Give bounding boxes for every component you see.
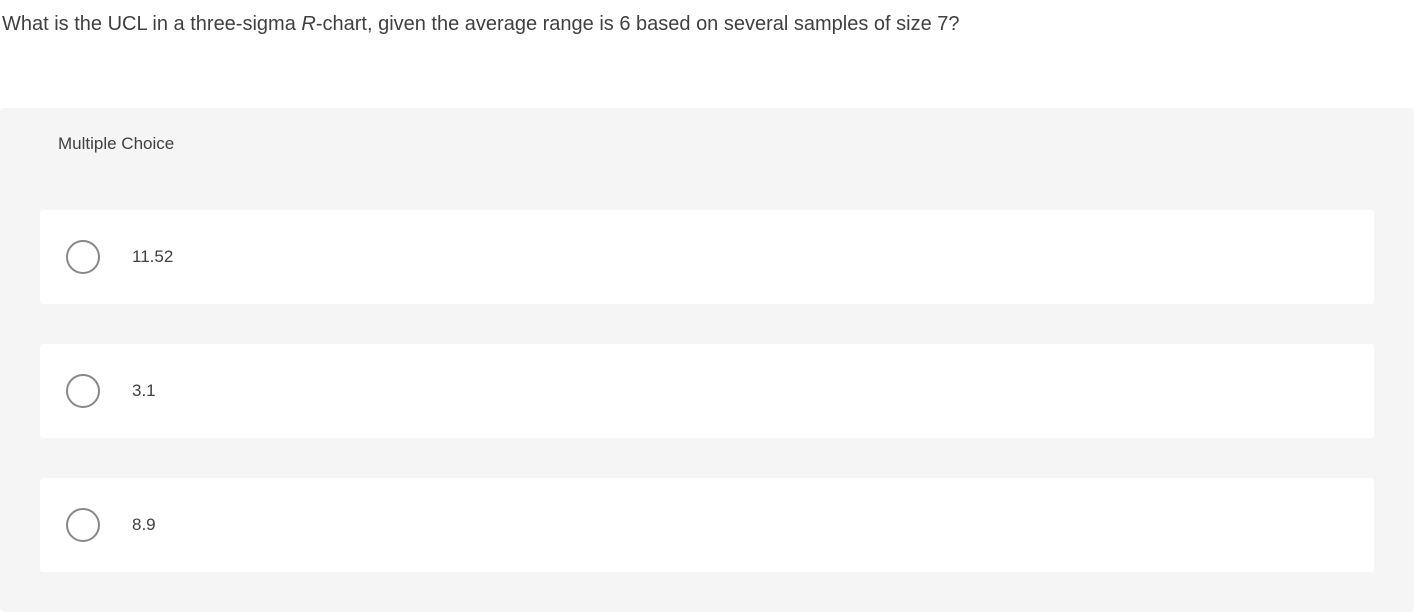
option-row[interactable]: 8.9 xyxy=(40,478,1374,572)
option-label: 11.52 xyxy=(132,247,173,267)
options-container: 11.52 3.1 8.9 xyxy=(0,180,1414,572)
radio-icon[interactable] xyxy=(66,374,100,408)
question-part-1: What is the UCL in a three-sigma xyxy=(2,13,301,35)
option-label: 3.1 xyxy=(132,381,156,401)
option-label: 8.9 xyxy=(132,515,156,535)
radio-icon[interactable] xyxy=(66,508,100,542)
question-text: What is the UCL in a three-sigma R-chart… xyxy=(0,0,1414,48)
option-row[interactable]: 3.1 xyxy=(40,344,1374,438)
answer-section: Multiple Choice 11.52 3.1 8.9 xyxy=(0,108,1414,612)
section-header: Multiple Choice xyxy=(0,108,1414,180)
question-italic: R xyxy=(301,13,315,35)
question-part-2: -chart, given the average range is 6 bas… xyxy=(316,13,960,35)
option-row[interactable]: 11.52 xyxy=(40,210,1374,304)
radio-icon[interactable] xyxy=(66,240,100,274)
